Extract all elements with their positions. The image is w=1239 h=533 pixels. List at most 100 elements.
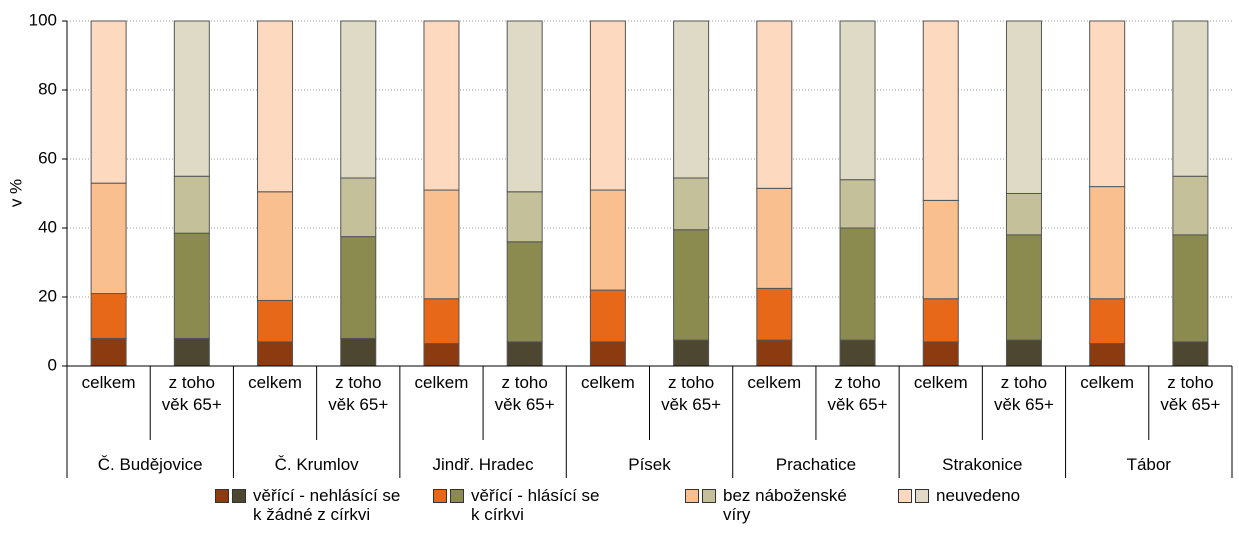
bar-segment xyxy=(673,339,710,367)
x-subcategory-label: celkem xyxy=(580,373,635,392)
x-subcategory-label: z toho věk 65+ xyxy=(1160,373,1221,414)
bar-segment xyxy=(90,337,127,367)
bar-segment xyxy=(1005,20,1042,194)
legend-label: věřící - hlásící se k církvi xyxy=(471,486,600,524)
legend-swatch xyxy=(685,489,699,503)
bar-segment xyxy=(673,20,710,179)
bar-segment xyxy=(423,20,460,191)
y-tick-label: 0 xyxy=(48,355,57,374)
y-tick-label: 80 xyxy=(38,79,57,98)
bar-segment xyxy=(922,20,959,201)
bar-segment xyxy=(506,20,543,193)
bar-segment xyxy=(340,177,377,238)
bar-segment xyxy=(756,20,793,189)
bar-segment xyxy=(839,227,876,341)
x-group-label: Prachatice xyxy=(775,455,857,474)
bar-segment xyxy=(1005,339,1042,367)
bar-segment xyxy=(257,20,294,193)
y-tick-label: 20 xyxy=(38,286,57,305)
bar-segment xyxy=(1089,186,1126,300)
bar-segment xyxy=(589,341,626,367)
x-group-label: Jindř. Hradec xyxy=(432,455,534,474)
bar-segment xyxy=(1172,20,1209,177)
x-subcategory-label: celkem xyxy=(747,373,802,392)
y-tick-label: 40 xyxy=(38,217,57,236)
bar-segment xyxy=(756,187,793,289)
x-group-label: Strakonice xyxy=(942,455,1023,474)
x-subcategory-label: celkem xyxy=(248,373,302,392)
bar-segment xyxy=(340,20,377,179)
legend-swatch xyxy=(898,489,912,503)
bar-segment xyxy=(589,189,626,291)
bar-segment xyxy=(1089,298,1126,345)
legend-swatch xyxy=(702,489,716,503)
bar-segment xyxy=(173,337,210,367)
bar-segment xyxy=(423,343,460,367)
bar-segment xyxy=(1005,193,1042,236)
bar-segment xyxy=(340,236,377,339)
x-subcategory-label: z toho věk 65+ xyxy=(161,373,222,414)
bar-segment xyxy=(506,191,543,243)
bar-segment xyxy=(506,241,543,343)
legend-label: bez náboženské víry xyxy=(723,486,847,524)
bar-segment xyxy=(1172,234,1209,343)
bar-segment xyxy=(922,298,959,343)
bar-segment xyxy=(756,339,793,367)
x-subcategory-label: z toho věk 65+ xyxy=(993,373,1054,414)
legend-swatch xyxy=(433,489,447,503)
bar-segment xyxy=(1089,20,1126,188)
bar-segment xyxy=(423,298,460,345)
y-axis-label: v % xyxy=(6,179,25,207)
bar-segment xyxy=(673,229,710,341)
x-subcategory-label: celkem xyxy=(81,373,136,392)
bar-segment xyxy=(90,20,127,184)
bar-segment xyxy=(257,191,294,301)
bar-segment xyxy=(90,182,127,295)
legend-swatch xyxy=(915,489,929,503)
bar-segment xyxy=(173,20,210,177)
bar-segment xyxy=(589,289,626,343)
y-tick-label: 60 xyxy=(38,148,57,167)
bar-segment xyxy=(90,293,127,339)
bar-segment xyxy=(673,177,710,231)
bar-segment xyxy=(506,341,543,367)
bar-segment xyxy=(922,199,959,300)
bar-segment xyxy=(1005,234,1042,341)
legend-item: věřící - nehlásící se k žádné z církvi xyxy=(215,486,413,524)
x-subcategory-label: celkem xyxy=(414,373,469,392)
bar-segment xyxy=(423,189,460,300)
x-group-label: Č. Budějovice xyxy=(97,455,203,474)
y-tick-label: 100 xyxy=(29,10,57,29)
bar-segment xyxy=(839,339,876,367)
legend-swatch xyxy=(232,489,246,503)
x-group-label: Písek xyxy=(628,455,671,474)
bar-segment xyxy=(1172,175,1209,236)
legend-swatch xyxy=(215,489,229,503)
bar-segment xyxy=(1089,343,1126,367)
bar-segment xyxy=(1172,341,1209,367)
bar-segment xyxy=(257,341,294,367)
bar-segment xyxy=(589,20,626,191)
x-subcategory-label: z toho věk 65+ xyxy=(328,373,389,414)
legend-item: neuvedeno xyxy=(898,486,1056,505)
bar-segment xyxy=(340,337,377,367)
legend-swatch xyxy=(450,489,464,503)
bar-segment xyxy=(173,175,210,234)
x-subcategory-label: z toho věk 65+ xyxy=(494,373,555,414)
x-subcategory-label: z toho věk 65+ xyxy=(827,373,888,414)
bar-segment xyxy=(756,287,793,341)
x-subcategory-label: celkem xyxy=(913,373,968,392)
bar-segment xyxy=(173,232,210,339)
bar-segment xyxy=(839,20,876,181)
x-subcategory-label: celkem xyxy=(1080,373,1135,392)
legend-item: bez náboženské víry xyxy=(685,486,853,524)
x-group-label: Tábor xyxy=(1126,455,1171,474)
legend-item: věřící - hlásící se k církvi xyxy=(433,486,601,524)
bar-segment xyxy=(922,341,959,367)
x-group-label: Č. Krumlov xyxy=(274,455,359,474)
bar-segment xyxy=(839,179,876,229)
legend-label: věřící - nehlásící se k žádné z církvi xyxy=(253,486,401,524)
legend-label: neuvedeno xyxy=(936,486,1021,505)
